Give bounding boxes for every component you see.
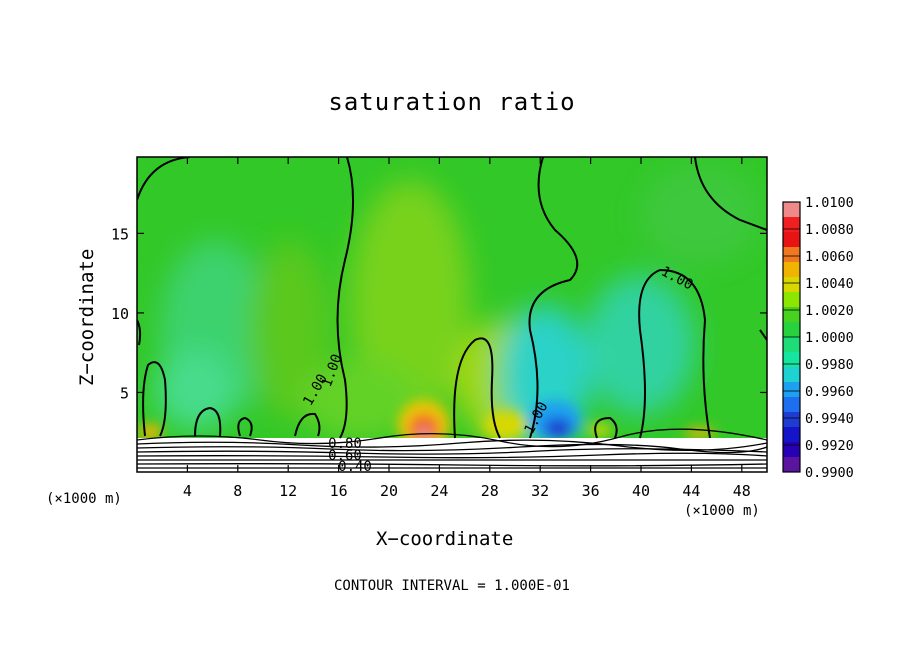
x-tick-label: 16 — [330, 482, 348, 500]
x-tick-label: 4 — [183, 482, 192, 500]
colorbar-swatch — [783, 457, 800, 473]
x-tick-label: 36 — [582, 482, 600, 500]
colorbar-swatch — [783, 322, 800, 338]
x-axis-label: X−coordinate — [376, 528, 514, 550]
plot-frame — [136, 156, 768, 473]
colorbar-swatch — [783, 427, 800, 443]
colorbar-swatch — [783, 262, 800, 278]
colorbar-swatch — [783, 247, 800, 263]
x-tick-label: 12 — [279, 482, 297, 500]
x-unit-right: (×1000 m) — [684, 503, 760, 519]
y-axis-ticks: 5 10 15 — [111, 225, 767, 402]
colorbar-swatch — [783, 307, 800, 323]
y-axis-label: Z−coordinate — [76, 248, 98, 386]
x-tick-label: 8 — [233, 482, 242, 500]
y-tick-label: 15 — [111, 225, 129, 243]
contour-label: 0.60 — [328, 448, 362, 464]
x-tick-label: 28 — [481, 482, 499, 500]
colorbar-label: 1.0020 — [805, 303, 854, 319]
colorbar-swatch — [783, 202, 800, 218]
colorbar-label: 0.9960 — [805, 384, 854, 400]
colorbar-label: 1.0100 — [805, 195, 854, 211]
x-tick-label: 40 — [632, 482, 650, 500]
colorbar-swatch — [783, 412, 800, 428]
colorbar-swatch — [783, 442, 800, 458]
x-tick-label: 32 — [531, 482, 549, 500]
colorbar-swatch — [783, 337, 800, 353]
colorbar-swatch — [783, 367, 800, 383]
colorbar-swatch — [783, 232, 800, 248]
colorbar-label: 0.9920 — [805, 438, 854, 454]
x-tick-label: 48 — [733, 482, 751, 500]
colorbar-label: 0.9900 — [805, 465, 854, 481]
colorbar-swatch — [783, 217, 800, 233]
colorbar: 1.0100 1.0080 1.0060 1.0040 1.0020 1.0000 0.99… — [782, 195, 854, 481]
chart-title: saturation ratio — [328, 88, 576, 116]
colorbar-label: 1.0080 — [805, 222, 854, 238]
x-tick-label: 24 — [430, 482, 448, 500]
colorbar-label: 0.9940 — [805, 411, 854, 427]
colorbar-label: 1.0000 — [805, 330, 854, 346]
colorbar-label: 1.0060 — [805, 249, 854, 265]
contour-label: 0.80 — [328, 436, 362, 452]
x-axis-ticks: 4 8 12 16 20 24 28 32 36 40 44 48 — [183, 157, 751, 500]
colorbar-swatch — [783, 277, 800, 293]
y-tick-label: 5 — [120, 384, 129, 402]
contour-label: 0.40 — [338, 459, 372, 475]
colorbar-swatch — [783, 292, 800, 308]
heatmap-field — [137, 157, 767, 472]
colorbar-label: 1.0040 — [805, 276, 854, 292]
x-tick-label: 20 — [380, 482, 398, 500]
colorbar-label: 0.9980 — [805, 357, 854, 373]
x-unit-left: (×1000 m) — [46, 491, 122, 507]
contour-interval-note: CONTOUR INTERVAL = 1.000E-01 — [333, 578, 570, 594]
x-tick-label: 44 — [682, 482, 700, 500]
colorbar-swatch — [783, 382, 800, 398]
y-tick-label: 10 — [111, 305, 129, 323]
colorbar-swatch — [783, 352, 800, 368]
colorbar-swatch — [783, 397, 800, 413]
